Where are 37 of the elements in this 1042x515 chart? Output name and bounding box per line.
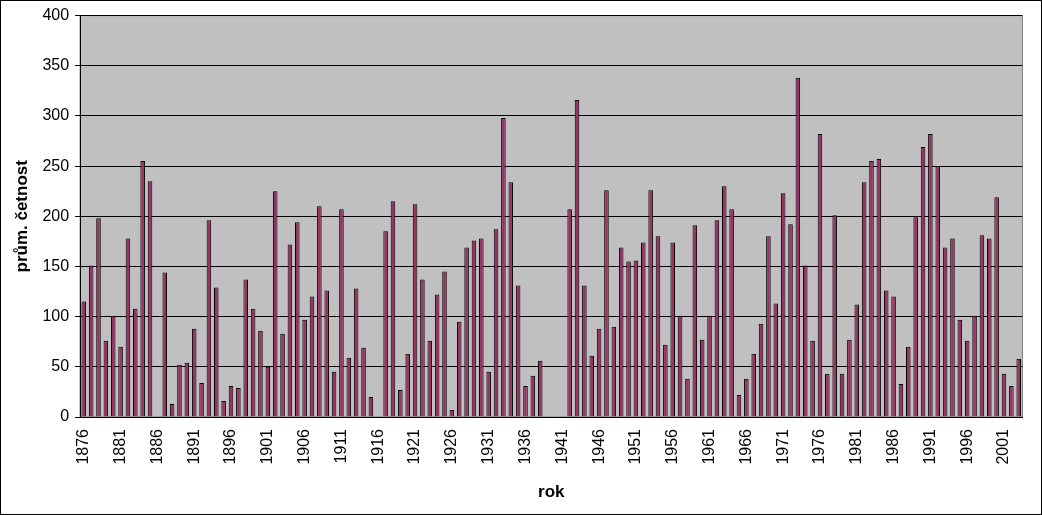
x-tick-label: 1921 — [405, 428, 423, 465]
x-tick-label: 1881 — [110, 428, 128, 465]
x-tick-label: 1951 — [626, 428, 644, 465]
x-tick-label: 1986 — [883, 428, 901, 465]
x-tick-label: 1936 — [515, 428, 533, 465]
y-tick-label: 350 — [42, 56, 70, 74]
y-tick-label: 300 — [42, 106, 70, 124]
x-tick-label: 1901 — [258, 428, 276, 465]
x-tick-label: 1886 — [147, 428, 165, 465]
y-tick-label: 50 — [51, 357, 70, 375]
y-tick-label: 400 — [42, 6, 70, 24]
x-tick-label: 1941 — [552, 428, 570, 465]
y-tick-label: 100 — [42, 307, 70, 325]
y-tick-label: 250 — [42, 156, 70, 174]
x-tick-label: 1961 — [699, 428, 717, 465]
y-tick-label: 200 — [42, 206, 70, 224]
x-tick-label: 1956 — [663, 428, 681, 465]
y-axis-title: prům. četnost — [11, 159, 31, 273]
x-tick-label: 1896 — [221, 428, 239, 465]
x-tick-label: 1966 — [736, 428, 754, 465]
x-tick-label: 1991 — [920, 428, 938, 465]
x-tick-label: 1926 — [442, 428, 460, 465]
x-tick-label: 1931 — [479, 428, 497, 465]
x-tick-label: 1971 — [773, 428, 791, 465]
x-tick-label: 2001 — [994, 428, 1012, 465]
x-tick-label: 1891 — [184, 428, 202, 465]
y-tick-label: 0 — [60, 407, 70, 425]
x-tick-label: 1996 — [957, 428, 975, 465]
x-axis-title: rok — [538, 482, 566, 502]
x-tick-label: 1946 — [589, 428, 607, 465]
x-tick-label: 1911 — [331, 428, 349, 464]
y-tick-label: 150 — [42, 256, 70, 274]
x-tick-label: 1976 — [810, 428, 828, 465]
x-tick-label: 1916 — [368, 428, 386, 465]
x-tick-label: 1876 — [74, 428, 92, 465]
x-tick-label: 1906 — [295, 428, 313, 465]
x-tick-label: 1981 — [847, 428, 865, 465]
